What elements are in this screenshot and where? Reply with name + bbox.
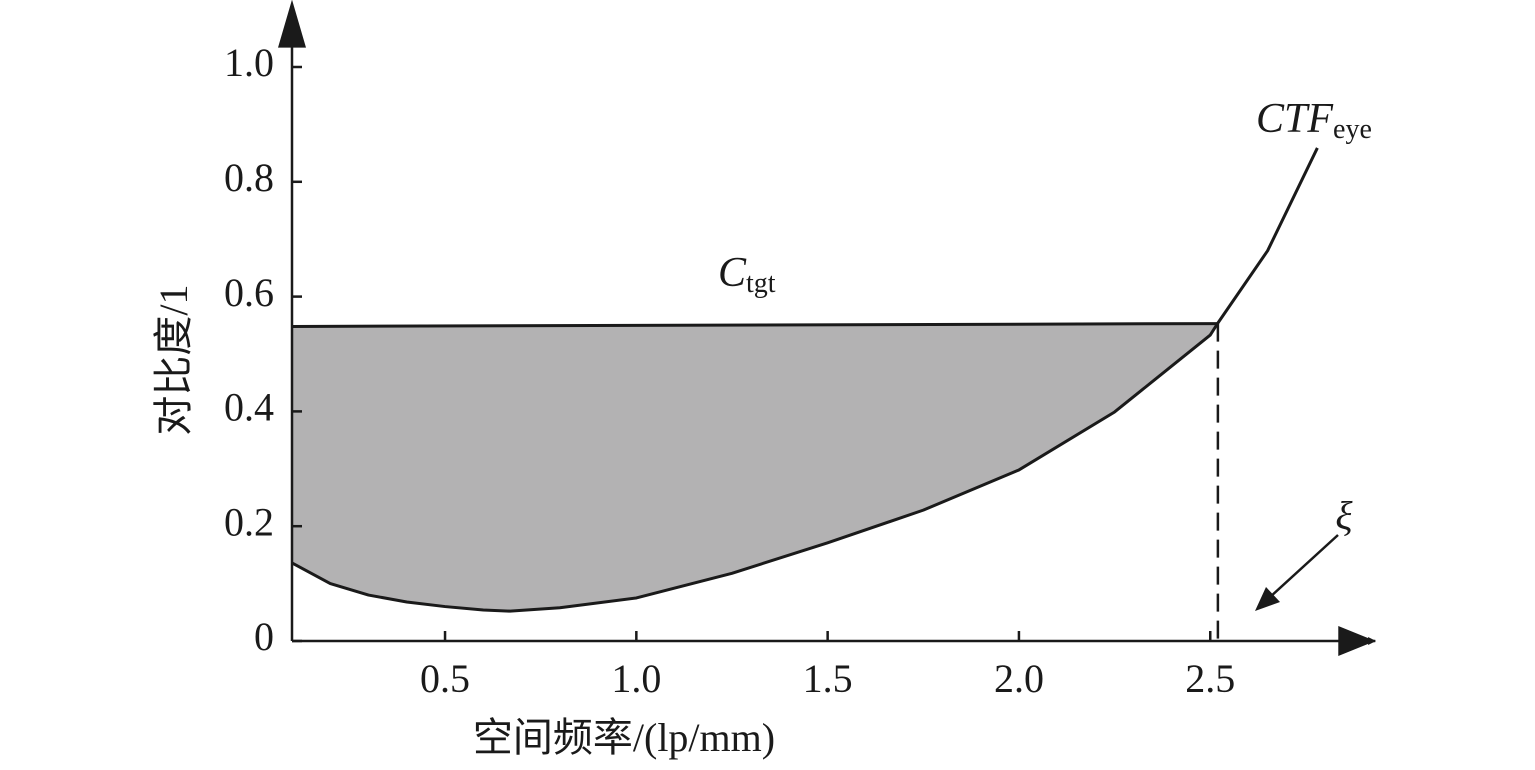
y-tick-label: 0.4	[224, 385, 274, 430]
annotation-arrowhead	[1255, 587, 1280, 611]
series-line	[291, 147, 1319, 613]
series-label: CTFeye	[1256, 96, 1372, 146]
x-tick-label: 2.5	[1185, 656, 1235, 701]
y-tick-label: 1.0	[224, 40, 274, 85]
x-tick-label: 1.0	[611, 656, 661, 701]
y-tick-label: 0.8	[224, 155, 274, 200]
x-tick-label: 2.0	[994, 656, 1044, 701]
series-subscript: eye	[1333, 114, 1372, 145]
y-axis-arrow	[278, 0, 306, 48]
y-tick-label: 0.2	[224, 499, 274, 544]
x-axis-label: 空间频率/(lp/mm)	[473, 715, 775, 760]
x-tick-label: 1.5	[803, 656, 853, 701]
series-name: C	[718, 250, 747, 296]
series-subscript: tgt	[746, 268, 776, 299]
shaded-region	[292, 323, 1218, 612]
xi-annotation: ξ	[1335, 493, 1353, 538]
x-axis-arrow	[1338, 626, 1376, 656]
y-axis-label: 对比度/1	[151, 284, 196, 435]
series-name: CTF	[1256, 96, 1333, 142]
series-line	[291, 322, 1218, 328]
x-tick-label: 0.5	[420, 656, 470, 701]
y-tick-label: 0.6	[224, 270, 274, 315]
y-tick-label: 0	[254, 614, 274, 659]
series-label: Ctgt	[718, 250, 776, 300]
